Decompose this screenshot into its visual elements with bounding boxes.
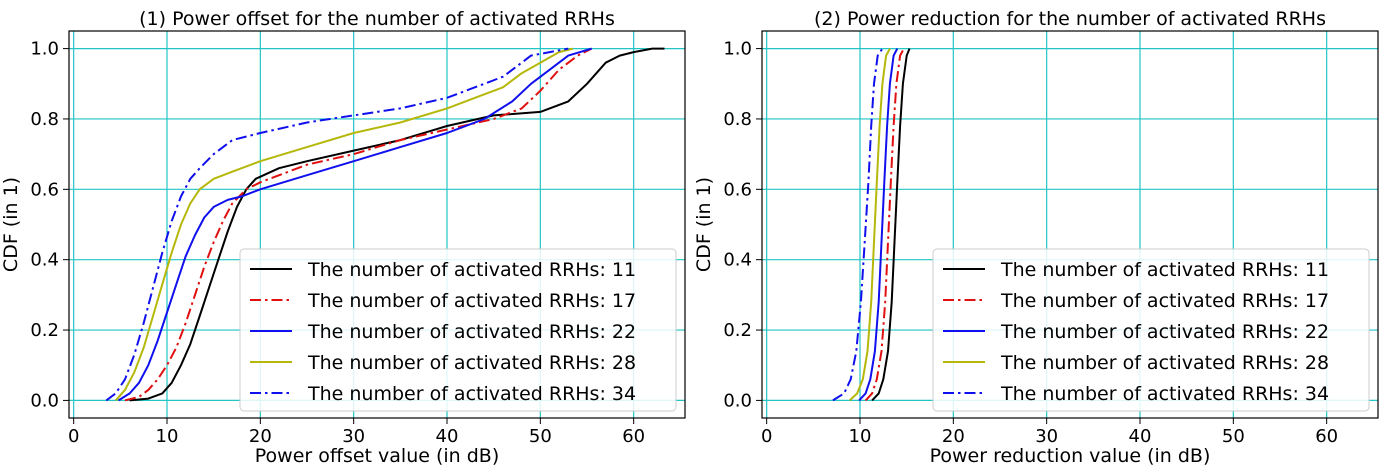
x-tick-label: 40: [436, 426, 459, 447]
series-line-1: [871, 48, 911, 402]
chart-panel-power-reduction: 0 10 20 30 40 50 60 0.0 0.2 0.4 0.6 0.8 1.0 (2) Power…: [693, 8, 1379, 466]
x-tick-label: 50: [1222, 426, 1245, 447]
series-line-3: [117, 47, 592, 402]
legend-label-5: The number of activated RRHs: 34: [1000, 383, 1329, 405]
y-tick-label: 0.4: [723, 250, 752, 271]
y-axis-label: CDF (in 1): [0, 177, 22, 272]
series-line-4: [849, 48, 891, 402]
legend-box: [932, 248, 1370, 412]
x-tick-label: 40: [1129, 426, 1152, 447]
x-tick-label: 60: [1315, 426, 1338, 447]
x-tick-label: 10: [849, 426, 872, 447]
x-tick-label: 0: [761, 426, 772, 447]
legend-label-2: The number of activated RRHs: 17: [307, 290, 636, 312]
series-line-1: [129, 47, 665, 402]
series-line-4: [114, 47, 574, 402]
axes-frame: [761, 30, 1379, 419]
chart-title: (1) Power offset for the number of activ…: [139, 8, 615, 30]
x-tick-label: 50: [529, 426, 552, 447]
legend-label-2: The number of activated RRHs: 17: [1000, 290, 1329, 312]
y-axis-label: CDF (in 1): [693, 177, 715, 272]
y-tick-label: 1.0: [723, 39, 752, 60]
legend-label-4: The number of activated RRHs: 28: [1000, 352, 1329, 374]
x-axis-label: Power reduction value (in dB): [930, 445, 1211, 466]
legend-label-1: The number of activated RRHs: 11: [307, 259, 636, 281]
x-tick-label: 10: [156, 426, 179, 447]
x-tick-label: 30: [342, 426, 365, 447]
y-tick-label: 0.8: [723, 109, 752, 130]
legend-box: [239, 248, 677, 412]
y-tick-label: 1.0: [30, 39, 59, 60]
axes-frame: [68, 30, 686, 419]
series-line-5: [832, 48, 884, 402]
y-tick-label: 0.0: [30, 390, 59, 411]
legend-label-1: The number of activated RRHs: 11: [1000, 259, 1329, 281]
legend-label-4: The number of activated RRHs: 28: [307, 352, 636, 374]
legend: The number of activated RRHs: 11 The numb…: [239, 248, 677, 412]
legend-label-3: The number of activated RRHs: 22: [307, 321, 636, 343]
y-tick-label: 0.6: [723, 179, 752, 200]
y-tick-label: 0.6: [30, 179, 59, 200]
y-tick-label: 0.2: [723, 320, 752, 341]
x-tick-label: 0: [68, 426, 79, 447]
y-tick-label: 0.2: [30, 320, 59, 341]
series-line-5: [105, 47, 569, 402]
chart-panel-power-offset: 0 10 20 30 40 50 60 0.0 0.2 0.4 0.6 0.8 1.0 (1) Power…: [0, 8, 686, 466]
y-tick-label: 0.4: [30, 250, 59, 271]
x-tick-label: 20: [942, 426, 965, 447]
y-tick-label: 0.8: [30, 109, 59, 130]
x-tick-label: 30: [1035, 426, 1058, 447]
legend-label-3: The number of activated RRHs: 22: [1000, 321, 1329, 343]
x-tick-label: 20: [249, 426, 272, 447]
legend: The number of activated RRHs: 11 The numb…: [932, 248, 1370, 412]
series-line-3: [858, 48, 899, 402]
legend-label-5: The number of activated RRHs: 34: [307, 383, 636, 405]
series-line-2: [864, 48, 905, 402]
y-tick-label: 0.0: [723, 390, 752, 411]
chart-title: (2) Power reduction for the number of ac…: [814, 8, 1326, 30]
x-tick-label: 60: [622, 426, 645, 447]
x-axis-label: Power offset value (in dB): [255, 445, 500, 466]
